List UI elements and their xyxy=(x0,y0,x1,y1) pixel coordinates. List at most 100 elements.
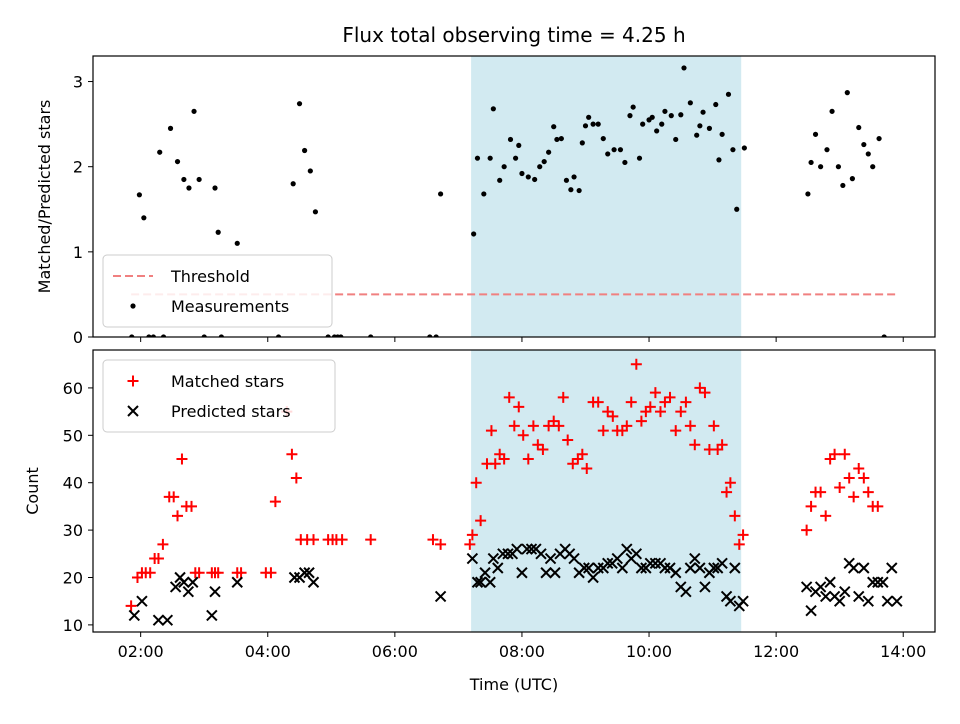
legend-key xyxy=(127,375,139,387)
data-point xyxy=(670,567,682,579)
data-point xyxy=(839,448,851,460)
data-point xyxy=(212,185,218,191)
data-point xyxy=(886,562,898,574)
plot-area xyxy=(125,358,903,626)
data-point xyxy=(700,109,706,115)
data-point xyxy=(576,448,588,460)
data-point xyxy=(471,576,484,588)
data-point xyxy=(567,458,579,470)
data-point xyxy=(125,600,137,612)
data-point xyxy=(288,571,301,584)
data-point xyxy=(724,477,736,489)
data-point xyxy=(659,121,665,127)
data-point xyxy=(568,187,574,193)
data-point xyxy=(471,231,477,237)
data-point xyxy=(525,543,538,555)
data-point xyxy=(212,567,224,579)
data-point xyxy=(568,552,580,565)
y-tick-label: 20 xyxy=(63,568,83,587)
data-point xyxy=(861,141,867,148)
data-point xyxy=(734,206,740,212)
data-point xyxy=(435,538,447,550)
data-point xyxy=(621,420,633,432)
data-point xyxy=(563,177,570,183)
data-point xyxy=(805,191,811,197)
data-point xyxy=(716,157,722,163)
legend-key xyxy=(127,405,139,417)
data-point xyxy=(737,529,749,541)
data-point xyxy=(532,176,538,183)
data-point xyxy=(706,125,713,131)
data-point xyxy=(501,164,507,170)
data-point xyxy=(699,387,711,399)
data-point xyxy=(849,176,855,182)
data-point xyxy=(172,510,184,522)
data-point xyxy=(716,557,728,569)
data-point xyxy=(721,486,733,498)
data-point xyxy=(630,104,636,110)
y-tick-label: 50 xyxy=(63,426,83,445)
data-point xyxy=(516,142,522,149)
data-point xyxy=(475,515,487,527)
data-point xyxy=(881,595,894,607)
data-point xyxy=(713,101,719,108)
data-point xyxy=(206,609,218,622)
data-point xyxy=(681,65,687,71)
data-point xyxy=(290,472,302,484)
y-tick-label: 40 xyxy=(63,474,83,493)
data-point xyxy=(867,576,879,588)
data-point xyxy=(336,534,348,546)
legend-label: Measurements xyxy=(171,297,289,316)
data-point xyxy=(160,334,167,337)
data-point xyxy=(862,486,874,498)
data-point xyxy=(141,215,147,221)
data-point xyxy=(730,147,736,153)
data-point xyxy=(427,334,433,337)
data-point xyxy=(578,562,590,574)
data-point xyxy=(844,90,850,96)
legend: Threshold Measurements xyxy=(102,254,333,328)
y-tick-label: 3 xyxy=(73,73,83,92)
data-point xyxy=(644,557,657,569)
data-point xyxy=(668,113,674,119)
y-tick-label: 1 xyxy=(73,243,83,262)
data-point xyxy=(673,136,679,143)
data-point xyxy=(554,136,560,143)
y-tick-label: 10 xyxy=(63,616,83,635)
data-point xyxy=(521,543,533,555)
data-point xyxy=(741,145,747,151)
data-point xyxy=(814,581,827,593)
data-point xyxy=(296,101,303,107)
data-point xyxy=(670,425,682,437)
data-point xyxy=(622,159,628,166)
data-point xyxy=(654,128,660,134)
data-point xyxy=(470,477,482,489)
y-tick-label: 2 xyxy=(73,158,83,177)
data-point xyxy=(201,334,207,337)
data-point xyxy=(152,553,164,565)
legend-label: Threshold xyxy=(170,267,250,286)
data-point xyxy=(427,534,439,546)
data-point xyxy=(630,358,642,370)
data-point xyxy=(540,567,552,579)
data-point xyxy=(607,410,619,422)
data-point xyxy=(541,158,547,165)
data-point xyxy=(862,595,874,607)
data-point xyxy=(178,576,190,588)
data-point xyxy=(605,151,611,157)
legend-box xyxy=(102,359,336,433)
data-point xyxy=(537,164,543,170)
data-point xyxy=(152,614,165,626)
data-point xyxy=(176,453,188,465)
data-point xyxy=(820,510,832,522)
data-point xyxy=(664,391,676,403)
chart-title: Flux total observing time = 4.25 h xyxy=(342,23,685,47)
data-point xyxy=(853,462,865,474)
data-point xyxy=(474,155,481,161)
data-point xyxy=(729,562,741,574)
x-tick-label: 06:00 xyxy=(372,642,418,661)
data-point xyxy=(876,135,882,142)
data-point xyxy=(265,567,277,579)
data-point xyxy=(438,191,444,197)
data-point xyxy=(582,123,589,129)
